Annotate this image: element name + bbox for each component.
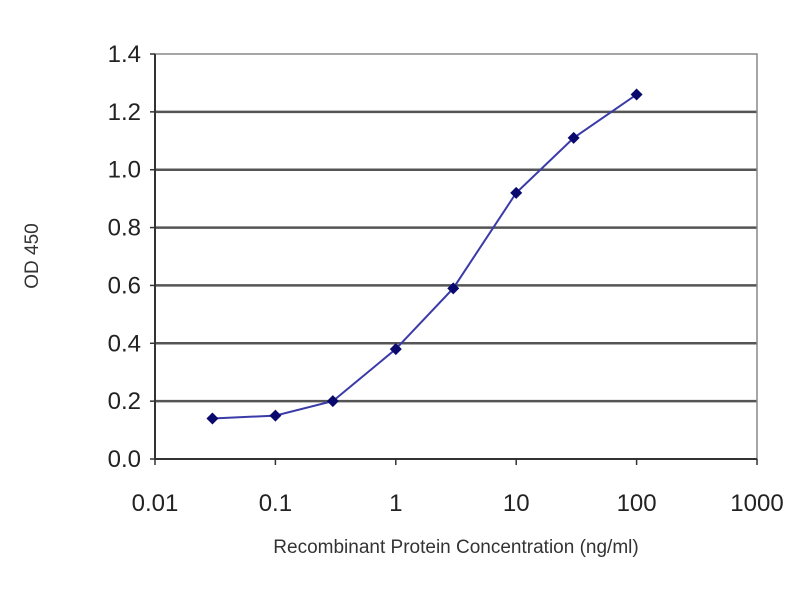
- data-point: [389, 343, 402, 356]
- x-tick-label: 0.1: [259, 490, 292, 517]
- x-tick-label: 1000: [730, 490, 783, 517]
- x-tick-label: 1: [389, 490, 402, 517]
- y-axis-label: OD 450: [22, 223, 43, 288]
- y-tick-label: 0.2: [108, 388, 141, 415]
- y-tick-label: 0.0: [108, 446, 141, 473]
- x-tick-label: 0.01: [132, 490, 179, 517]
- y-tick-label: 1.4: [108, 41, 141, 68]
- plot-area-border: [154, 53, 758, 460]
- x-tick-label: 10: [503, 490, 530, 517]
- data-point: [206, 412, 219, 425]
- x-tick-labels: 0.01 0.1 1 10 100 1000: [132, 490, 784, 517]
- y-tick-label: 0.8: [108, 215, 141, 242]
- series-line: [212, 93, 638, 420]
- y-tick-label: 0.4: [108, 330, 141, 357]
- x-axis-label: Recombinant Protein Concentration (ng/ml…: [273, 537, 638, 558]
- y-tick-label: 1.0: [108, 157, 141, 184]
- data-point: [630, 88, 643, 101]
- data-point: [269, 409, 282, 422]
- y-tick-label: 0.6: [108, 272, 141, 299]
- gridlines: [155, 110, 757, 403]
- axes: [150, 53, 758, 465]
- x-tick-label: 100: [617, 490, 657, 517]
- data-point: [326, 395, 339, 408]
- series: [206, 88, 643, 425]
- data-point: [447, 282, 460, 295]
- y-tick-labels: 0.0 0.2 0.4 0.6 0.8 1.0 1.2 1.4: [108, 41, 141, 473]
- y-tick-label: 1.2: [108, 99, 141, 126]
- data-point: [510, 186, 523, 199]
- data-point: [567, 131, 580, 144]
